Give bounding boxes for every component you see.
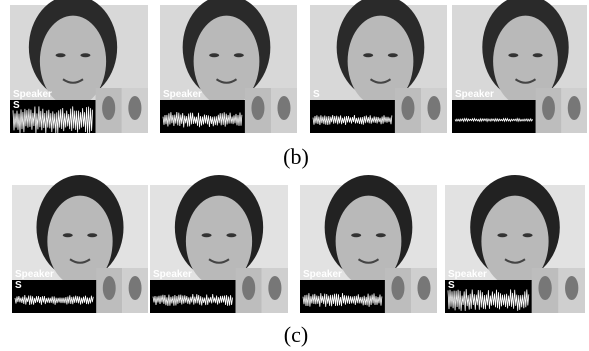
eye	[523, 233, 533, 237]
waveform-panel	[452, 100, 536, 133]
thumbnail-face	[251, 96, 264, 120]
thumbnail-face	[568, 96, 581, 120]
panel: Speaker	[300, 175, 437, 313]
panel-label: Speaker	[153, 269, 192, 280]
caption: (b)	[283, 144, 309, 169]
thumbnail-face	[129, 276, 142, 300]
thumbnail-face	[427, 96, 440, 120]
thumbnail-face	[542, 96, 555, 120]
thumbnail-face	[277, 96, 290, 120]
eye	[63, 233, 73, 237]
eye	[87, 233, 97, 237]
panel-label: Speaker	[13, 89, 52, 100]
eye	[363, 53, 373, 57]
eye	[226, 233, 236, 237]
eye	[533, 53, 543, 57]
thumbnail-face	[103, 276, 116, 300]
panel-label: Speaker	[303, 269, 342, 280]
panel-label: S	[13, 100, 20, 111]
thumbnail-face	[102, 96, 115, 120]
eye	[234, 53, 244, 57]
thumbnail-face	[268, 276, 281, 300]
thumbnail-face	[242, 276, 255, 300]
eye	[497, 233, 507, 237]
panel-label: Speaker	[448, 269, 487, 280]
thumbnail-face	[401, 96, 414, 120]
eye	[508, 53, 518, 57]
eye	[56, 53, 66, 57]
caption: (c)	[284, 322, 308, 347]
figure: (b) (c) SpeakerSSpeakerSSpeakerSpeakerSS…	[0, 0, 589, 351]
thumbnail-face	[128, 96, 141, 120]
panel-label: S	[313, 89, 320, 100]
thumbnail-face	[391, 276, 404, 300]
eye	[376, 233, 386, 237]
eye	[388, 53, 398, 57]
panel: Speaker	[160, 0, 297, 133]
panel-label: S	[448, 280, 455, 291]
panel-label: Speaker	[163, 89, 202, 100]
thumbnail-face	[565, 276, 578, 300]
panel: S	[310, 0, 447, 133]
eye	[202, 233, 212, 237]
eye	[209, 53, 219, 57]
panel-label: Speaker	[15, 269, 54, 280]
panel-label: Speaker	[455, 89, 494, 100]
panel: Speaker	[150, 175, 288, 313]
eye	[351, 233, 361, 237]
thumbnail-face	[538, 276, 551, 300]
panel: Speaker	[452, 0, 587, 133]
thumbnail-face	[417, 276, 430, 300]
panel-label: S	[15, 280, 22, 291]
eye	[80, 53, 90, 57]
